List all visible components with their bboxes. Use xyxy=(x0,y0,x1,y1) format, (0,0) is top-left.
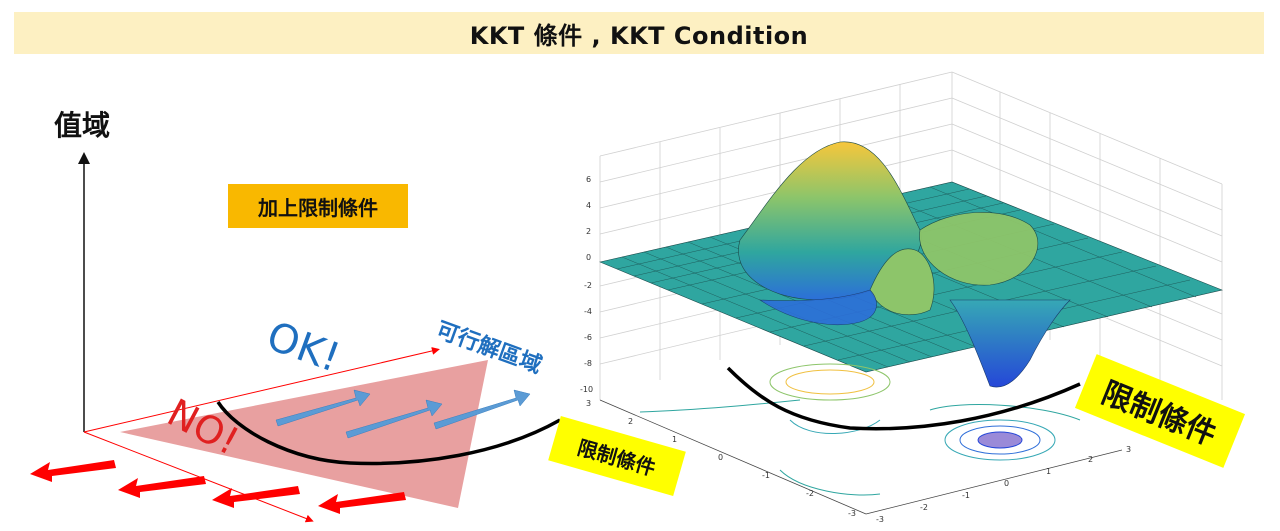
x-tick: -3 xyxy=(876,515,884,524)
x-axis-red xyxy=(83,347,440,433)
red-arrow xyxy=(212,486,300,508)
constraint-curve-right xyxy=(726,366,1081,431)
contour xyxy=(639,399,801,413)
contour xyxy=(785,369,875,395)
contour-lines xyxy=(639,363,1081,496)
constraint-curve-left xyxy=(216,401,561,466)
page-title: KKT 條件 , KKT Condition xyxy=(469,21,809,50)
contour xyxy=(944,419,1056,461)
x-tick: -2 xyxy=(920,503,928,512)
y-tick: -3 xyxy=(848,509,856,518)
left-pit xyxy=(758,289,877,325)
x-tick: 1 xyxy=(1046,467,1051,476)
title-banner: KKT 條件 , KKT Condition xyxy=(14,12,1264,54)
y-tick: 1 xyxy=(672,435,677,444)
x-tick: -1 xyxy=(962,491,970,500)
contour xyxy=(977,431,1023,449)
x-tick: 2 xyxy=(1088,455,1093,464)
z-tick: -8 xyxy=(584,359,592,368)
contour xyxy=(769,363,891,401)
z-tick: -4 xyxy=(584,307,592,316)
deep-pit xyxy=(949,299,1071,388)
z-tick: 4 xyxy=(586,201,591,210)
y-tick: 0 xyxy=(718,453,723,462)
contour xyxy=(789,419,881,435)
no-arrows xyxy=(30,460,406,514)
ok-label: OK! xyxy=(261,313,346,381)
x-ticks: -3 -2 -1 0 1 2 3 xyxy=(876,445,1131,524)
red-arrow xyxy=(30,460,116,482)
y-tick: 3 xyxy=(586,399,591,408)
add-constraint-label: 加上限制條件 xyxy=(258,195,378,220)
small-peak xyxy=(869,248,935,316)
z-ticks: 6 4 2 0 -2 -4 -6 -8 -10 xyxy=(580,175,593,394)
ok-arrows xyxy=(275,389,531,439)
x-tick: 3 xyxy=(1126,445,1131,454)
contour xyxy=(929,404,1081,421)
secondary-peak xyxy=(919,211,1039,286)
blue-arrow xyxy=(433,389,531,430)
add-constraint-box: 加上限制條件 xyxy=(228,184,408,228)
z-tick: -10 xyxy=(580,385,593,394)
x-tick: 0 xyxy=(1004,479,1009,488)
y-tick: -2 xyxy=(806,489,814,498)
z-tick: -2 xyxy=(584,281,592,290)
y-ticks: 3 2 1 0 -1 -2 -3 xyxy=(586,399,856,518)
floor-axes xyxy=(599,399,1123,515)
contour xyxy=(959,425,1041,455)
blue-arrow xyxy=(345,399,443,439)
contour xyxy=(779,469,881,496)
z-tick: 6 xyxy=(586,175,591,184)
feasible-region xyxy=(120,360,488,508)
y-tick: 2 xyxy=(628,417,633,426)
z-axis-red xyxy=(83,431,314,523)
z-tick: 0 xyxy=(586,253,591,262)
blue-arrow xyxy=(275,389,371,427)
y-tick: -1 xyxy=(762,471,770,480)
z-tick: -6 xyxy=(584,333,592,342)
y-axis-label: 值域 xyxy=(54,109,111,142)
red-arrow xyxy=(318,492,406,514)
surface-plot: 6 4 2 0 -2 -4 -6 -8 -10 3 2 1 0 -1 -2 -3… xyxy=(580,71,1224,524)
z-tick: 2 xyxy=(586,227,591,236)
red-arrow xyxy=(118,476,206,498)
